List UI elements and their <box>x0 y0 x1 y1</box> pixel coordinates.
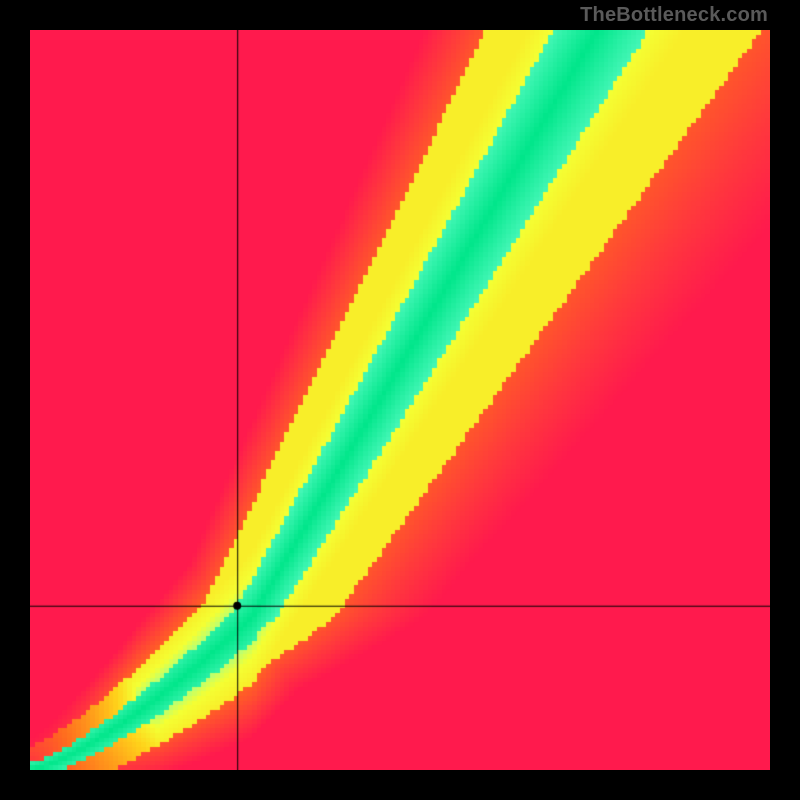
heatmap-canvas <box>30 30 770 770</box>
figure-stage: TheBottleneck.com <box>0 0 800 800</box>
watermark-text: TheBottleneck.com <box>580 4 768 27</box>
